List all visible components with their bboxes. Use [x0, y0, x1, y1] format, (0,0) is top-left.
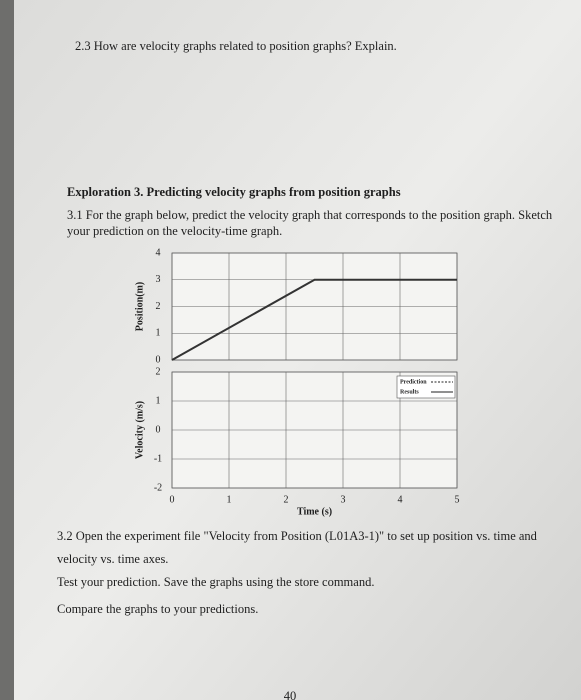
question: 3.1 For the graph below, predict the vel… [67, 208, 553, 222]
legend-label: Results [400, 389, 419, 395]
y-tick-label: 0 [156, 424, 161, 435]
y-axis-label: Position(m) [134, 282, 145, 331]
x-tick-label: 0 [170, 494, 175, 505]
y-tick-label: 1 [156, 395, 161, 406]
y-tick-label: -2 [154, 482, 162, 493]
question: 3.2 Open the experiment file "Velocity f… [57, 529, 538, 543]
question: velocity vs. time axes. [57, 552, 168, 566]
y-tick-label: 2 [156, 301, 161, 312]
instruction: Test your prediction. Save the graphs us… [57, 575, 374, 589]
legend-label: Prediction [400, 379, 427, 385]
data-line [171, 278, 457, 361]
x-tick-label: 2 [284, 494, 289, 505]
y-tick-label: 4 [156, 247, 161, 258]
x-tick-label: 3 [341, 494, 346, 505]
y-tick-label: 0 [156, 354, 161, 365]
section-title: Exploration 3. Predicting velocity graph… [67, 185, 401, 199]
x-axis-label: Time (s) [297, 506, 332, 517]
x-tick-label: 1 [227, 494, 232, 505]
y-axis-label: Velocity (m/s) [134, 401, 145, 459]
y-tick-label: 2 [156, 366, 161, 377]
page-number: 40 [284, 689, 297, 700]
question: your prediction on the velocity-time gra… [67, 224, 282, 238]
y-tick-label: -1 [154, 453, 162, 464]
x-tick-label: 5 [455, 494, 460, 505]
y-tick-label: 3 [156, 274, 161, 285]
x-tick-label: 4 [398, 494, 403, 505]
y-tick-label: 1 [156, 328, 161, 339]
question: 2.3 How are velocity graphs related to p… [75, 39, 397, 53]
instruction: Compare the graphs to your predictions. [57, 602, 258, 616]
